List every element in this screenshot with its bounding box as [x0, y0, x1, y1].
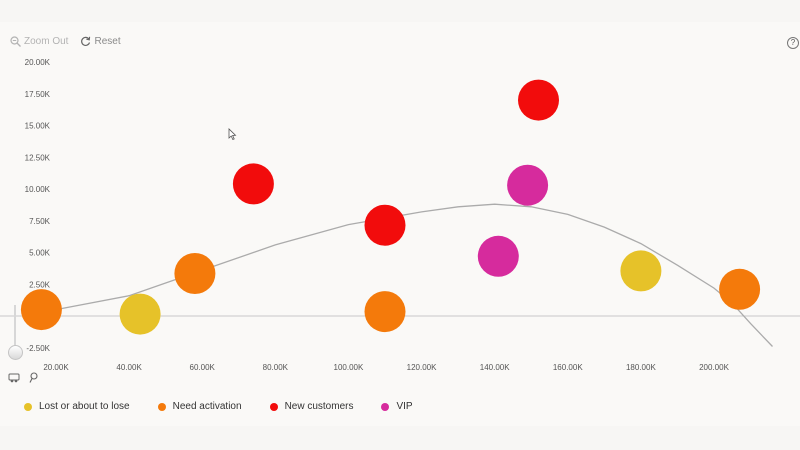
legend-item[interactable]: Need activation	[157, 401, 242, 412]
zoom-slider[interactable]	[7, 305, 23, 360]
legend-label: New customers	[284, 401, 354, 412]
y-tick-label: 2.50K	[29, 280, 51, 289]
data-point-need-activation[interactable]	[174, 253, 216, 294]
zoom-out-label: Zoom Out	[24, 36, 69, 47]
x-tick-label: 180.00K	[626, 363, 656, 372]
pin-tool-icon[interactable]	[29, 372, 39, 383]
x-axis-ticks: 20.00K 40.00K 60.00K 80.00K 100.00K 120.00K 14…	[43, 363, 729, 372]
legend-swatch	[157, 402, 166, 411]
zoom-out-button[interactable]: Zoom Out	[10, 36, 68, 47]
x-tick-label: 100.00K	[334, 363, 364, 372]
data-point-vip[interactable]	[477, 235, 519, 277]
y-tick-label: -2.50K	[26, 344, 50, 353]
help-label: ?	[790, 38, 796, 47]
y-tick-label: 7.50K	[29, 217, 51, 226]
select-tool-icon[interactable]	[8, 372, 20, 383]
legend-swatch	[24, 402, 32, 411]
x-tick-label: 80.00K	[263, 363, 289, 372]
legend-item[interactable]: Lost or about to lose	[24, 401, 130, 412]
data-point-vip[interactable]	[507, 164, 549, 206]
y-tick-label: 20.00K	[25, 58, 51, 67]
chart-toolbar: Zoom Out Reset	[10, 36, 121, 47]
data-points[interactable]	[20, 79, 761, 335]
y-tick-label: 10.00K	[25, 185, 51, 194]
help-icon[interactable]: ?	[787, 37, 799, 49]
legend-swatch	[381, 402, 390, 411]
reset-label: Reset	[94, 36, 121, 47]
x-tick-label: 60.00K	[190, 363, 216, 372]
x-tick-label: 40.00K	[116, 363, 142, 372]
data-point-new-customers[interactable]	[518, 79, 559, 121]
legend-item[interactable]: VIP	[381, 401, 413, 412]
legend-label: VIP	[396, 401, 413, 412]
legend-swatch	[269, 402, 278, 411]
legend-label: Lost or about to lose	[39, 401, 130, 412]
data-point-need-activation[interactable]	[20, 289, 62, 331]
x-tick-label: 120.00K	[407, 363, 437, 372]
legend: Lost or about to lose Need activation New …	[24, 401, 413, 412]
cursor-icon	[228, 128, 237, 141]
reset-button[interactable]: Reset	[80, 36, 121, 47]
x-tick-label: 200.00K	[699, 363, 729, 372]
zoom-slider-thumb[interactable]	[8, 345, 23, 360]
y-tick-label: 12.50K	[25, 153, 51, 162]
x-tick-label: 140.00K	[480, 363, 510, 372]
y-tick-label: 17.50K	[25, 90, 51, 99]
data-point-lost-or-about-to-lose[interactable]	[119, 293, 161, 335]
tool-icons	[8, 372, 39, 383]
data-point-need-activation[interactable]	[364, 291, 406, 333]
data-point-new-customers[interactable]	[364, 204, 406, 246]
zoom-out-icon	[10, 36, 21, 47]
reset-icon	[81, 36, 91, 46]
data-point-need-activation[interactable]	[719, 268, 761, 310]
zoom-slider-track	[14, 305, 16, 350]
x-tick-label: 20.00K	[43, 363, 69, 372]
legend-item[interactable]: New customers	[269, 401, 354, 412]
legend-label: Need activation	[172, 401, 242, 412]
x-tick-label: 160.00K	[553, 363, 583, 372]
y-tick-label: 15.00K	[25, 122, 51, 131]
y-tick-label: 5.00K	[29, 249, 51, 258]
data-point-new-customers[interactable]	[232, 163, 274, 205]
data-point-lost-or-about-to-lose[interactable]	[620, 250, 662, 292]
